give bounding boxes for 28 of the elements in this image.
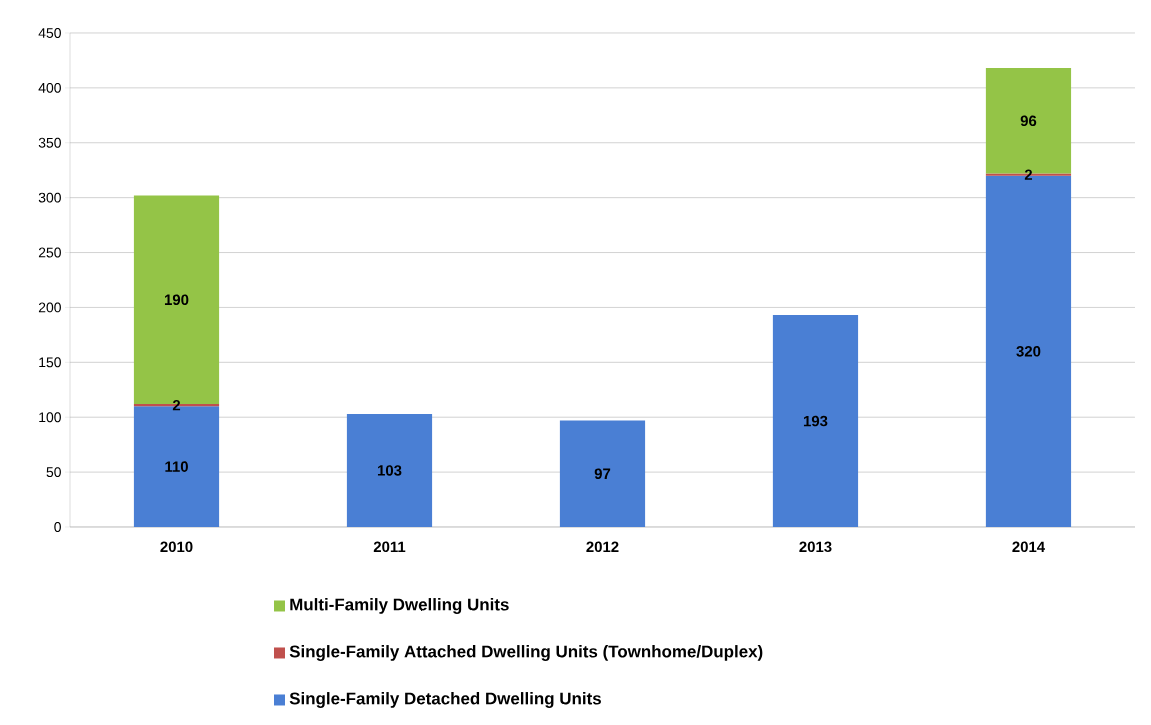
x-tick-label: 2011 (373, 541, 406, 553)
x-tick-label: 2014 (1012, 541, 1046, 553)
x-tick-label: 2013 (799, 541, 832, 553)
y-tick-label: 300 (38, 192, 61, 203)
x-tick-label: 2012 (586, 541, 619, 553)
y-tick-label: 250 (38, 247, 61, 258)
bar (346, 413, 433, 527)
y-tick-label: 0 (54, 522, 61, 532)
x-tick-label: 2010 (160, 541, 193, 553)
y-tick-label: 200 (38, 302, 61, 313)
bar (772, 315, 859, 527)
legend-label: Multi-Family Dwelling Units (290, 598, 509, 614)
data-label: 190 (164, 294, 189, 306)
data-label: 193 (803, 415, 828, 427)
legend-label: Single-Family Detached Dwelling Units (289, 692, 601, 708)
y-tick-label: 100 (39, 412, 61, 423)
data-label: 320 (1016, 346, 1041, 357)
data-label: 110 (165, 461, 188, 472)
legend-label: Single-Family Attached Dwelling Units (Townhome/Duplex) (289, 645, 763, 661)
y-tick-label: 350 (38, 137, 61, 148)
data-label: 103 (377, 465, 402, 476)
y-tick-label: 50 (46, 467, 61, 478)
bar (559, 420, 646, 527)
y-tick-label: 150 (39, 357, 61, 368)
y-tick-label: 450 (38, 28, 61, 38)
data-label: 97 (594, 468, 611, 480)
data-label: 96 (1020, 115, 1037, 127)
y-tick-label: 400 (38, 82, 61, 93)
